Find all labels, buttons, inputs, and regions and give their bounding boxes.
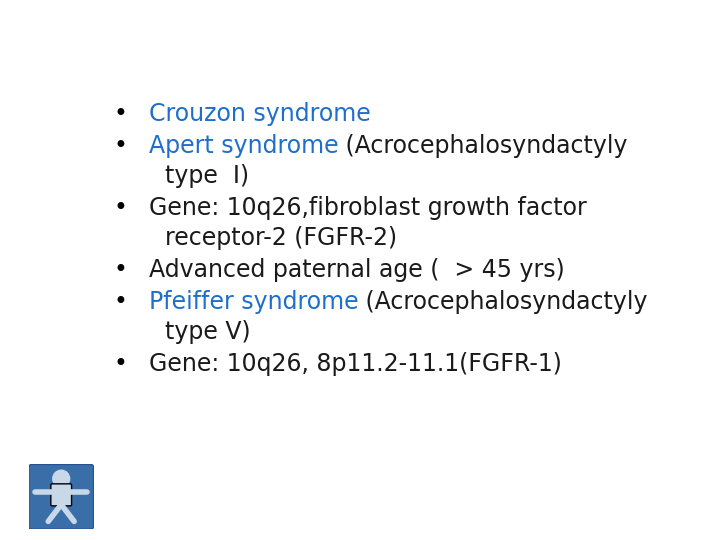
FancyBboxPatch shape	[51, 484, 71, 506]
Text: •: •	[114, 134, 127, 158]
FancyBboxPatch shape	[29, 464, 94, 529]
Circle shape	[53, 470, 70, 487]
Text: type  I): type I)	[166, 164, 249, 188]
Text: •: •	[114, 196, 127, 220]
Text: receptor-2 (FGFR-2): receptor-2 (FGFR-2)	[166, 226, 397, 250]
Text: Advanced paternal age (  > 45 yrs): Advanced paternal age ( > 45 yrs)	[148, 258, 564, 282]
Text: type V): type V)	[166, 320, 251, 344]
Text: (Acrocephalosyndactyly: (Acrocephalosyndactyly	[359, 290, 648, 314]
Text: Gene: 10q26, 8p11.2-11.1(FGFR-1): Gene: 10q26, 8p11.2-11.1(FGFR-1)	[148, 352, 562, 376]
Text: •: •	[114, 352, 127, 376]
Text: •: •	[114, 258, 127, 282]
Text: Gene: 10q26,fibroblast growth factor: Gene: 10q26,fibroblast growth factor	[148, 196, 586, 220]
Text: Crouzon syndrome: Crouzon syndrome	[148, 102, 370, 126]
Text: •: •	[114, 290, 127, 314]
Text: •: •	[114, 102, 127, 126]
Text: (Acrocephalosyndactyly: (Acrocephalosyndactyly	[338, 134, 628, 158]
Text: Pfeiffer syndrome: Pfeiffer syndrome	[148, 290, 359, 314]
Text: Apert syndrome: Apert syndrome	[148, 134, 338, 158]
